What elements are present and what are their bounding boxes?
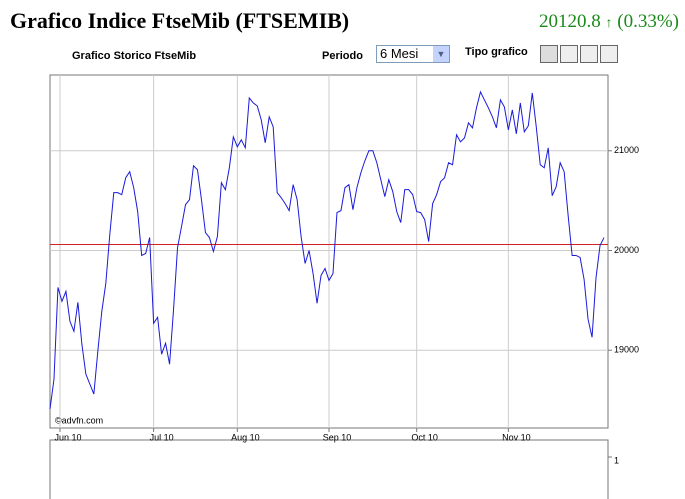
watermark: ©advfn.com — [55, 415, 103, 425]
bar-type-button[interactable] — [560, 45, 578, 63]
lower-panel-frame — [49, 439, 609, 499]
arrow: ↑ — [605, 16, 613, 31]
x-tick-label: Nov 10 — [502, 432, 531, 442]
line-type-button[interactable] — [540, 45, 558, 63]
page-title: Grafico Indice FtseMib (FTSEMIB) — [10, 8, 350, 33]
period-label: Periodo — [322, 50, 363, 62]
x-tick-label: Jul 10 — [150, 432, 174, 442]
period-value: 6 Mesi — [380, 46, 419, 61]
ohlc-type-button[interactable] — [600, 45, 618, 63]
subtitle: Grafico Storico FtseMib — [72, 50, 197, 62]
x-tick-label: Oct 10 — [411, 432, 438, 442]
price: 20120.8 — [539, 11, 601, 32]
price-line — [49, 90, 605, 410]
quote: 20120.8 ↑ (0.33%) — [539, 11, 679, 33]
lower-tick-label: 1 — [614, 455, 619, 465]
x-tick-label: Aug 10 — [231, 432, 260, 442]
y-tick-label: 21000 — [614, 145, 639, 155]
type-label: Tipo grafico — [465, 46, 528, 58]
candle-type-button[interactable] — [580, 45, 598, 63]
y-tick-label: 20000 — [614, 245, 639, 255]
x-tick-label: Jun 10 — [54, 432, 81, 442]
x-tick-label: Sep 10 — [323, 432, 352, 442]
y-tick-label: 19000 — [614, 345, 639, 355]
dropdown-arrow: ▼ — [433, 46, 449, 62]
change: (0.33%) — [617, 11, 679, 32]
period-select[interactable]: 6 Mesi ▼ — [376, 45, 450, 63]
